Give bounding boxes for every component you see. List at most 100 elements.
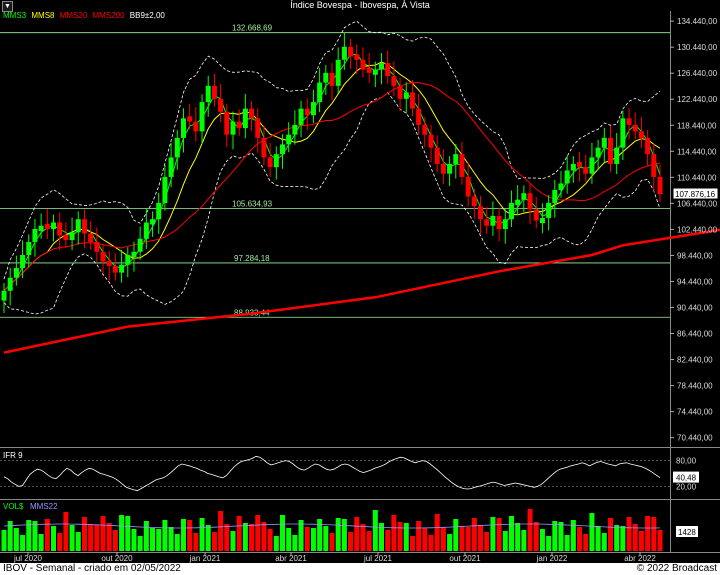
candle-body [112,266,118,273]
volume-bar [570,520,576,551]
volume-bar [7,521,13,551]
volume-bar [32,521,38,551]
candle [645,130,651,167]
volume-bar [218,511,224,551]
volume-bar [323,526,329,551]
volume-bar [447,534,453,551]
volume-bar [150,528,156,551]
mms20-line [3,82,661,292]
candle-body [440,163,446,174]
volume-bar [595,526,601,551]
volume-bar [286,528,292,551]
candle-body [589,157,595,174]
volume-bar [267,529,273,551]
candle-body [44,223,50,229]
volume-bar [601,533,607,551]
candle-body [385,63,391,77]
volume-bar [329,533,335,551]
volume-ma-line [3,523,661,529]
x-tick-label: abr 2021 [275,554,307,563]
candle-body [106,260,112,267]
candle [119,250,125,283]
candle-body [13,268,19,278]
candle-body [57,222,63,236]
candle [286,122,292,153]
candle-body [434,147,440,164]
volume-bar [143,521,149,551]
candle-body [279,144,285,155]
volume-bar [533,522,539,551]
candle-body [366,67,372,73]
candle [385,50,391,84]
candle-body [150,219,156,225]
candle [224,104,230,148]
volume-bar [434,514,440,551]
volume-bar [459,526,465,551]
volume-bar [471,518,477,551]
candle-body [156,202,162,220]
candle [63,222,69,248]
y-tick-label: 114.440,00 [677,147,717,156]
x-tick-label: jan 2021 [189,554,221,563]
candle-body [38,225,44,231]
candle-body [645,137,651,155]
candle [131,241,137,272]
candle [570,156,576,183]
y-tick-label: 82.440,00 [677,356,713,365]
volume-bar [409,536,415,551]
ifr-label: IFR 9 [3,451,23,460]
candle [13,255,19,286]
candle [273,146,279,180]
panel-divider [0,499,720,500]
status-left: IBOV - Semanal - criado em 02/05/2022 [3,563,181,574]
y-tick-label: 98.440,00 [677,251,713,260]
volume-bar [1,530,7,551]
candle [348,38,354,69]
y-tick-label: 130.440,00 [677,43,718,52]
candle [150,211,156,237]
volume-bar [317,519,323,551]
candle [323,65,329,95]
volume-bar [465,527,471,551]
candle [453,144,459,179]
candle-body [428,134,434,148]
candle [38,213,44,239]
candle [317,67,323,113]
x-axis: jul 2020 out 2020 jan 2021 abr 2021 jul 2021… [13,552,656,563]
last-value-label: 107.876,16 [675,190,716,199]
candle-body [255,118,261,138]
candle-body [397,85,403,99]
candle-body [453,154,459,164]
volume-bar [589,513,595,551]
volume-bar [564,535,570,551]
volume-bar [261,522,267,551]
candle [187,104,193,130]
candle-body [94,242,100,252]
candle-body [447,163,453,174]
volume-bar [119,515,125,551]
candle-body [341,46,347,60]
volume-bar [205,525,211,551]
candle [533,197,539,229]
volume-bar [279,515,285,551]
candle [366,52,372,83]
candle-body [292,124,298,135]
vol-label: VOL$ [3,502,24,511]
candle [379,52,385,85]
candle [508,190,514,228]
vol-value-box [676,526,698,537]
volume-bar [539,529,545,551]
candle-body [403,92,409,99]
candle-body [310,102,316,116]
candle-body [174,137,180,158]
candle [422,117,428,148]
candle-body [657,176,663,195]
y-tick-label: 74.440,00 [677,408,713,417]
candle-body [490,215,496,226]
candle-body [465,176,471,197]
candle [81,209,87,249]
candle-body [304,108,310,116]
volume-bar [174,534,180,551]
chevron-down-icon[interactable]: ▼ [2,1,13,12]
volume-bar [26,520,32,551]
